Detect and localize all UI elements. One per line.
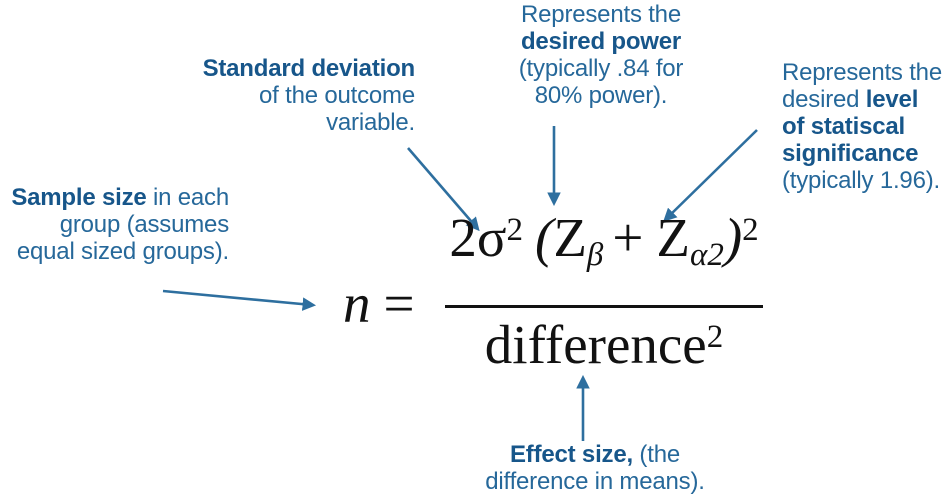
formula-n: n [343,273,371,334]
fraction-bar [445,305,763,308]
callout-line: Represents the [782,59,942,86]
z-beta: Z [553,207,587,268]
arrow-std-dev-to-sigma [407,147,480,232]
callout-line: Sample size in each [11,184,229,211]
close-paren: ) [723,207,743,268]
callout-line: equal sized groups). [16,238,229,265]
callout-line: significance [782,140,919,167]
callout-line: Represents the [521,1,681,28]
callout-line: desired level [782,86,919,113]
plus-sign: + [612,207,644,268]
callout-line: of the outcome [259,82,415,109]
callout-line: variable. [326,109,415,136]
open-paren: ( [534,207,554,268]
callout-sample-size: Sample size in each group (assumes equal… [0,184,229,265]
callout-line: difference in means). [485,468,705,495]
callout-line: of statiscal [782,113,905,140]
callout-line: Standard deviation [202,55,416,82]
difference-exponent: 2 [706,318,724,355]
callout-line: Effect size, (the [509,441,680,468]
callout-line: desired power [520,28,682,55]
arrow-sample-size-to-n [162,289,317,311]
callout-effect-size: Effect size, (the difference in means). [450,441,740,495]
callout-standard-deviation: Standard deviation of the outcome variab… [202,55,416,136]
callout-line: (typically .84 for [518,55,684,82]
formula-numerator: 2σ2 (Zβ + Zα2)2 [441,207,767,272]
callout-desired-power: Represents the desired power (typically … [468,1,734,109]
difference-word: difference [484,314,707,375]
formula-denominator: difference2 [441,317,767,372]
sigma-exponent: 2 [506,211,523,248]
formula-n-equals: n = [343,276,415,331]
numerator-coefficient: 2σ [449,207,507,268]
z-alpha: Z [656,207,690,268]
callout-significance-level: Represents the desired level of statisca… [782,59,942,194]
numerator-exponent: 2 [742,211,759,248]
beta-subscript: β [586,237,604,274]
callout-line: 80% power). [534,82,668,109]
alpha2-subscript: α2 [690,237,724,274]
formula-equals: = [383,273,415,334]
callout-line: (typically 1.96). [782,167,940,194]
callout-line: group (assumes [59,211,229,238]
arrow-significance-to-z-alpha [663,129,758,222]
